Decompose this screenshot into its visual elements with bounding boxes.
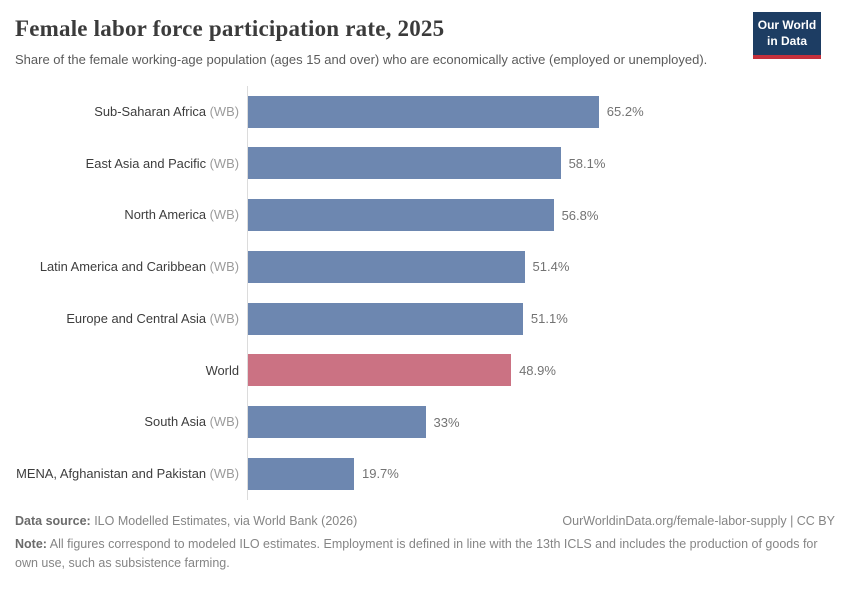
bar[interactable] [248, 95, 599, 128]
plot-area: 51.1% [247, 292, 835, 345]
chart-note: Note: All figures correspond to modeled … [15, 535, 835, 573]
category-suffix: (WB) [206, 414, 239, 430]
category-label: Europe and Central Asia (WB) [15, 311, 247, 326]
plot-area: 33% [247, 396, 835, 449]
bar-row-world: World 48.9% [15, 344, 835, 397]
category-label: East Asia and Pacific (WB) [15, 156, 247, 171]
chart-footer: Data source: ILO Modelled Estimates, via… [15, 514, 835, 573]
bar-highlighted[interactable] [248, 354, 512, 387]
category-label: World [15, 363, 247, 378]
bar[interactable] [248, 457, 354, 490]
category-name: World [205, 362, 239, 378]
note-label: Note: [15, 536, 47, 551]
bar-row: North America (WB) 56.8% [15, 189, 835, 242]
chart-subtitle: Share of the female working-age populati… [15, 52, 708, 67]
value-label: 48.9% [519, 362, 556, 378]
page-title: Female labor force participation rate, 2… [15, 16, 445, 41]
category-name: East Asia and Pacific [85, 155, 207, 171]
category-suffix: (WB) [206, 155, 239, 171]
bar-row: East Asia and Pacific (WB) 58.1% [15, 137, 835, 190]
owid-logo: Our World in Data [753, 12, 821, 60]
category-name: Latin America and Caribbean [39, 259, 207, 275]
category-name: MENA, Afghanistan and Pakistan [16, 466, 207, 482]
bar-row: Sub-Saharan Africa (WB) 65.2% [15, 85, 835, 138]
value-label: 56.8% [561, 207, 599, 223]
category-suffix: (WB) [206, 466, 239, 482]
category-label: North America (WB) [15, 207, 247, 222]
bar[interactable] [248, 302, 523, 335]
value-label: 58.1% [568, 155, 606, 171]
bar-chart: Sub-Saharan Africa (WB) 65.2% East Asia … [15, 85, 835, 500]
plot-area: 58.1% [247, 137, 835, 190]
category-suffix: (WB) [206, 310, 239, 326]
category-label: South Asia (WB) [15, 414, 247, 429]
owid-logo-line2: in Data [766, 33, 807, 48]
value-label: 65.2% [606, 104, 644, 120]
data-source-text: ILO Modelled Estimates, via World Bank (… [90, 513, 358, 528]
plot-area: 51.4% [247, 241, 835, 293]
category-name: Sub-Saharan Africa [94, 103, 207, 119]
plot-area: 65.2% [247, 85, 835, 138]
plot-area: 56.8% [247, 189, 835, 242]
category-name: South Asia [144, 414, 207, 430]
bar[interactable] [248, 199, 554, 232]
bar[interactable] [248, 250, 525, 283]
category-label: MENA, Afghanistan and Pakistan (WB) [15, 466, 247, 481]
license-link: OurWorldinData.org/female-labor-supply |… [562, 513, 835, 528]
category-suffix: (WB) [206, 259, 239, 275]
data-source-label: Data source: [15, 513, 91, 528]
bar[interactable] [248, 406, 426, 439]
bar-row: Latin America and Caribbean (WB) 51.4% [15, 241, 835, 293]
value-label: 51.1% [530, 311, 568, 327]
category-label: Latin America and Caribbean (WB) [15, 259, 247, 274]
category-name: Europe and Central Asia [66, 310, 207, 326]
category-suffix: (WB) [206, 207, 239, 223]
value-label: 51.4% [532, 259, 570, 275]
category-name: North America [124, 207, 207, 223]
value-label: 33% [433, 414, 460, 430]
bar-row: Europe and Central Asia (WB) 51.1% [15, 292, 835, 345]
chart-header: Female labor force participation rate, 2… [15, 0, 835, 70]
bar[interactable] [248, 147, 561, 180]
note-text: All figures correspond to modeled ILO es… [15, 536, 818, 570]
bar-row: South Asia (WB) 33% [15, 396, 835, 449]
category-suffix: (WB) [206, 103, 239, 119]
plot-area: 19.7% [247, 448, 835, 500]
plot-area: 48.9% [247, 344, 835, 397]
data-source: Data source: ILO Modelled Estimates, via… [15, 514, 357, 528]
category-label: Sub-Saharan Africa (WB) [15, 104, 247, 119]
value-label: 19.7% [361, 466, 399, 482]
owid-logo-line1: Our World [757, 18, 817, 32]
bar-row: MENA, Afghanistan and Pakistan (WB) 19.7… [15, 448, 835, 500]
